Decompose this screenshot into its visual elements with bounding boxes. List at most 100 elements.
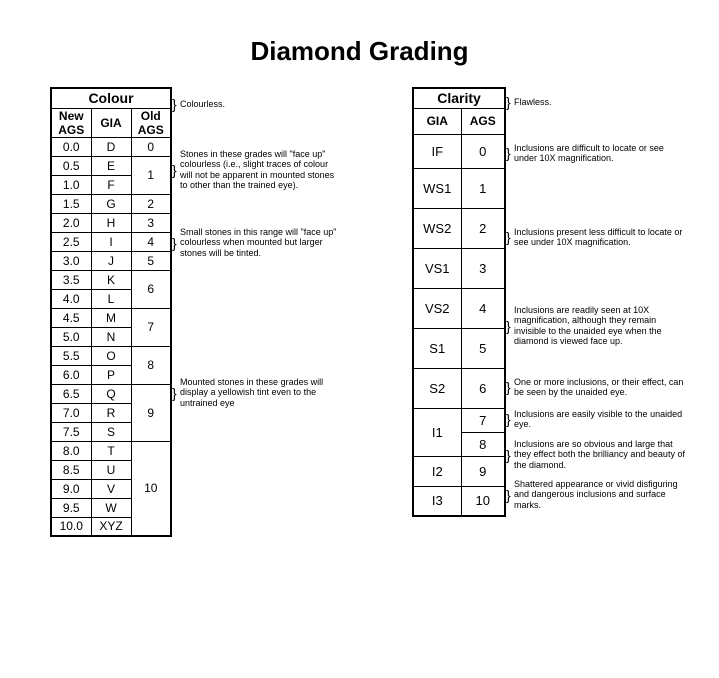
cell-old-ags: 7 <box>131 308 171 346</box>
brace-icon: } <box>506 486 511 502</box>
colour-note: }Colourless. <box>172 99 342 109</box>
cell-clarity-ags: 9 <box>461 456 505 486</box>
cell-new-ags: 3.5 <box>51 270 91 289</box>
col-gia: GIA <box>91 108 131 137</box>
note-text: Inclusions are readily seen at 10X magni… <box>514 305 662 346</box>
cell-gia: L <box>91 289 131 308</box>
table-row: I17 <box>413 408 505 432</box>
note-text: Flawless. <box>514 97 552 107</box>
note-text: Stones in these grades will "face up" co… <box>180 149 334 190</box>
table-row: WS22 <box>413 208 505 248</box>
note-text: Shattered appearance or vivid disfigurin… <box>514 479 678 510</box>
cell-new-ags: 3.0 <box>51 251 91 270</box>
cell-clarity-gia: WS1 <box>413 168 461 208</box>
table-row: 5.5O8 <box>51 346 171 365</box>
clarity-note: }Inclusions are easily visible to the un… <box>506 409 686 430</box>
colour-table: Colour New AGS GIA Old AGS 0.0D00.5E11.0… <box>50 87 172 537</box>
cell-new-ags: 1.0 <box>51 175 91 194</box>
cell-clarity-gia: S2 <box>413 368 461 408</box>
cell-old-ags: 8 <box>131 346 171 384</box>
table-row: VS24 <box>413 288 505 328</box>
cell-gia: H <box>91 213 131 232</box>
cell-new-ags: 8.0 <box>51 441 91 460</box>
note-text: Inclusions are difficult to locate or se… <box>514 143 664 163</box>
cell-clarity-ags: 6 <box>461 368 505 408</box>
cell-old-ags: 5 <box>131 251 171 270</box>
cell-new-ags: 7.0 <box>51 403 91 422</box>
colour-note: }Mounted stones in these grades will dis… <box>172 377 342 408</box>
col-old-ags: Old AGS <box>131 108 171 137</box>
clar-ags: AGS <box>461 108 505 134</box>
note-text: Mounted stones in these grades will disp… <box>180 377 323 408</box>
note-text: One or more inclusions, or their effect,… <box>514 377 683 397</box>
cell-clarity-ags: 3 <box>461 248 505 288</box>
brace-icon: } <box>506 229 511 245</box>
cell-gia: K <box>91 270 131 289</box>
cell-clarity-gia: I2 <box>413 456 461 486</box>
brace-icon: } <box>506 94 511 110</box>
cell-clarity-ags: 0 <box>461 134 505 168</box>
cell-new-ags: 6.0 <box>51 365 91 384</box>
table-row: 4.5M7 <box>51 308 171 327</box>
cell-gia: D <box>91 137 131 156</box>
cell-old-ags: 6 <box>131 270 171 308</box>
brace-icon: } <box>172 234 177 250</box>
cell-clarity-gia: S1 <box>413 328 461 368</box>
table-row: 8.0T10 <box>51 441 171 460</box>
cell-gia: Q <box>91 384 131 403</box>
table-row: S15 <box>413 328 505 368</box>
cell-old-ags: 3 <box>131 213 171 232</box>
brace-icon: } <box>172 96 177 112</box>
cell-new-ags: 4.0 <box>51 289 91 308</box>
brace-icon: } <box>172 384 177 400</box>
colour-block: Colour New AGS GIA Old AGS 0.0D00.5E11.0… <box>50 87 352 537</box>
clarity-note: }Flawless. <box>506 97 686 107</box>
cell-new-ags: 7.5 <box>51 422 91 441</box>
cell-old-ags: 4 <box>131 232 171 251</box>
table-row: S26 <box>413 368 505 408</box>
clarity-note: }Inclusions present less difficult to lo… <box>506 227 686 248</box>
colour-note: }Stones in these grades will "face up" c… <box>172 149 342 190</box>
colour-header: Colour <box>51 88 171 108</box>
cell-gia: XYZ <box>91 517 131 536</box>
table-row: 2.5I4 <box>51 232 171 251</box>
table-row: 1.5G2 <box>51 194 171 213</box>
cell-clarity-gia: VS2 <box>413 288 461 328</box>
note-text: Colourless. <box>180 99 225 109</box>
colour-note: }Small stones in this range will "face u… <box>172 227 342 258</box>
clarity-note: }Shattered appearance or vivid disfiguri… <box>506 479 686 510</box>
cell-gia: P <box>91 365 131 384</box>
cell-gia: W <box>91 498 131 517</box>
cell-old-ags: 2 <box>131 194 171 213</box>
cell-new-ags: 2.0 <box>51 213 91 232</box>
cell-new-ags: 0.0 <box>51 137 91 156</box>
cell-gia: I <box>91 232 131 251</box>
cell-clarity-gia: VS1 <box>413 248 461 288</box>
clarity-note: }Inclusions are difficult to locate or s… <box>506 143 686 164</box>
table-row: IF0 <box>413 134 505 168</box>
table-row: I29 <box>413 456 505 486</box>
table-row: WS11 <box>413 168 505 208</box>
table-row: I310 <box>413 486 505 516</box>
brace-icon: } <box>506 379 511 395</box>
note-text: Inclusions are so obvious and large that… <box>514 439 685 470</box>
cell-gia: T <box>91 441 131 460</box>
table-row: 0.5E1 <box>51 156 171 175</box>
cell-gia: S <box>91 422 131 441</box>
brace-icon: } <box>506 446 511 462</box>
page-title: Diamond Grading <box>0 0 719 87</box>
cell-clarity-gia: I3 <box>413 486 461 516</box>
cell-clarity-ags: 10 <box>461 486 505 516</box>
cell-clarity-ags: 1 <box>461 168 505 208</box>
clarity-note: }Inclusions are so obvious and large tha… <box>506 439 686 470</box>
cell-clarity-gia: WS2 <box>413 208 461 248</box>
table-row: 3.0J5 <box>51 251 171 270</box>
brace-icon: } <box>506 318 511 334</box>
cell-old-ags: 1 <box>131 156 171 194</box>
cell-gia: R <box>91 403 131 422</box>
cell-new-ags: 10.0 <box>51 517 91 536</box>
table-row: 0.0D0 <box>51 137 171 156</box>
tables-wrap: Colour New AGS GIA Old AGS 0.0D00.5E11.0… <box>0 87 719 537</box>
cell-gia: U <box>91 460 131 479</box>
col-new-ags: New AGS <box>51 108 91 137</box>
